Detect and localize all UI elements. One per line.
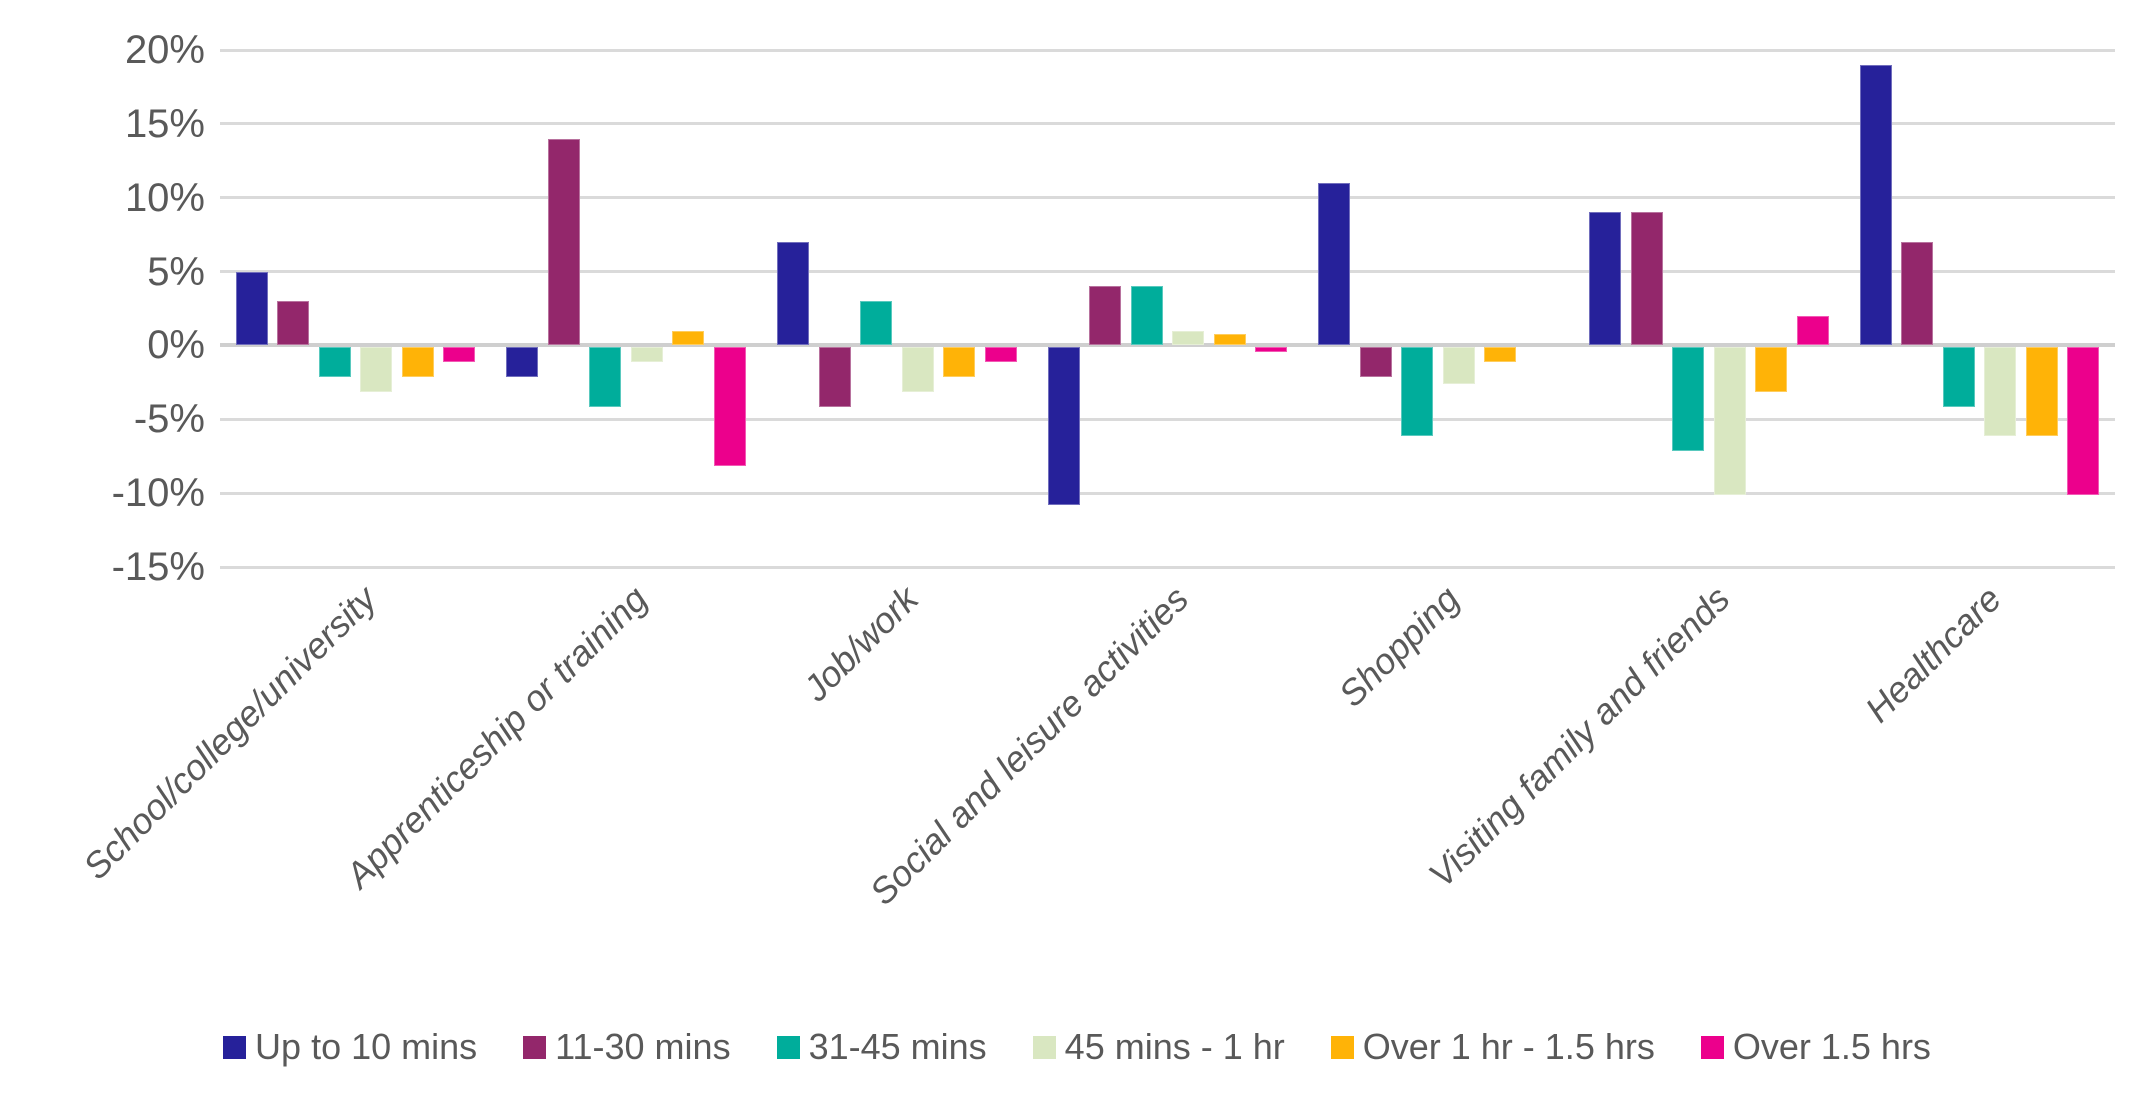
- legend-swatch-icon: [523, 1035, 547, 1059]
- bar-45-mins-1-hr-apprenticeship-or-training: [630, 347, 663, 363]
- y-axis: 20% 15% 10% 5% 0% -5% -10% -15%: [0, 28, 205, 589]
- legend-swatch-icon: [1330, 1035, 1354, 1059]
- y-tick-label: 20%: [124, 28, 205, 72]
- legend-label: Over 1 hr - 1.5 hrs: [1362, 1026, 1655, 1067]
- bar-45-mins-1-hr-job-work: [901, 347, 934, 392]
- gridline: [220, 122, 2115, 126]
- bar-over-1-hr-1-5-hrs-visiting-family-and-friends: [1755, 347, 1788, 392]
- bar-45-mins-1-hr-visiting-family-and-friends: [1713, 347, 1746, 496]
- bar-over-1-hr-1-5-hrs-apprenticeship-or-training: [672, 330, 705, 346]
- legend-item-11-30-mins: 11-30 mins: [523, 1024, 731, 1070]
- bar-11-30-mins-shopping: [1359, 347, 1392, 377]
- bar-up-to-10-mins-social-and-leisure-activities: [1047, 347, 1080, 506]
- legend-item-up-to-10-mins: Up to 10 mins: [223, 1024, 477, 1070]
- plot-area: [220, 48, 2115, 569]
- x-category-label-visiting-family-and-friends: Visiting family and friends: [1420, 578, 1738, 896]
- bar-11-30-mins-social-and-leisure-activities: [1089, 286, 1122, 346]
- bar-31-45-mins-apprenticeship-or-training: [589, 347, 622, 407]
- bar-up-to-10-mins-school-college-university: [235, 271, 268, 346]
- bar-11-30-mins-healthcare: [1901, 242, 1934, 346]
- x-axis-labels: School/college/university Apprenticeship …: [75, 578, 2115, 1008]
- bar-31-45-mins-social-and-leisure-activities: [1130, 286, 1163, 346]
- bar-over-1-hr-1-5-hrs-school-college-university: [401, 347, 434, 377]
- legend-swatch-icon: [223, 1035, 247, 1059]
- bar-over-1-hr-1-5-hrs-shopping: [1484, 347, 1517, 363]
- gridline: [220, 565, 2115, 569]
- bar-45-mins-1-hr-school-college-university: [360, 347, 393, 392]
- legend-swatch-icon: [776, 1035, 800, 1059]
- bar-31-45-mins-shopping: [1401, 347, 1434, 437]
- bar-31-45-mins-school-college-university: [318, 347, 351, 377]
- y-tick-label: 10%: [124, 175, 205, 220]
- bar-up-to-10-mins-visiting-family-and-friends: [1589, 212, 1622, 346]
- y-tick-label: -5%: [133, 397, 205, 442]
- bar-11-30-mins-school-college-university: [277, 301, 310, 346]
- bar-31-45-mins-healthcare: [1942, 347, 1975, 407]
- bar-up-to-10-mins-job-work: [777, 242, 810, 346]
- bar-45-mins-1-hr-healthcare: [1984, 347, 2017, 437]
- bar-up-to-10-mins-shopping: [1318, 182, 1351, 346]
- bar-over-1-5-hrs-healthcare: [2067, 347, 2100, 496]
- bar-31-45-mins-job-work: [860, 301, 893, 346]
- legend: Up to 10 mins 11-30 mins 31-45 mins 45 mins…: [0, 1024, 2154, 1070]
- gridline: [220, 417, 2115, 421]
- gridline: [220, 48, 2115, 52]
- legend-label: Up to 10 mins: [255, 1026, 478, 1067]
- legend-swatch-icon: [1700, 1035, 1724, 1059]
- bar-over-1-5-hrs-school-college-university: [443, 347, 476, 363]
- bar-11-30-mins-apprenticeship-or-training: [547, 138, 580, 346]
- gridline: [220, 270, 2115, 274]
- x-category-label-healthcare: Healthcare: [1856, 578, 2009, 731]
- legend-item-over-1-hr-1-5-hrs: Over 1 hr - 1.5 hrs: [1330, 1024, 1655, 1070]
- bar-11-30-mins-job-work: [818, 347, 851, 407]
- bar-31-45-mins-visiting-family-and-friends: [1672, 347, 1705, 451]
- gridline: [220, 491, 2115, 495]
- legend-label: 45 mins - 1 hr: [1064, 1026, 1285, 1067]
- gridline: [220, 196, 2115, 200]
- y-tick-label: -15%: [111, 545, 205, 589]
- legend-label: 11-30 mins: [555, 1026, 731, 1067]
- bar-11-30-mins-visiting-family-and-friends: [1630, 212, 1663, 346]
- legend-item-45-mins-1-hr: 45 mins - 1 hr: [1032, 1024, 1285, 1070]
- bar-over-1-hr-1-5-hrs-job-work: [943, 347, 976, 377]
- bar-over-1-5-hrs-social-and-leisure-activities: [1255, 347, 1288, 352]
- x-category-label-social-and-leisure-activities: Social and leisure activities: [861, 578, 1197, 913]
- legend-item-over-1-5-hrs: Over 1.5 hrs: [1700, 1024, 1931, 1070]
- y-tick-label: 0%: [147, 323, 205, 368]
- zero-gridline: [220, 343, 2115, 348]
- bar-over-1-5-hrs-visiting-family-and-friends: [1796, 315, 1829, 346]
- bar-up-to-10-mins-healthcare: [1859, 64, 1892, 346]
- y-tick-label: 5%: [147, 249, 205, 294]
- y-tick-label: 15%: [124, 101, 205, 146]
- bar-up-to-10-mins-apprenticeship-or-training: [506, 347, 539, 377]
- bar-over-1-hr-1-5-hrs-social-and-leisure-activities: [1213, 333, 1246, 346]
- x-category-label-apprenticeship-or-training: Apprenticeship or training: [337, 578, 656, 896]
- y-tick-label: -10%: [111, 471, 205, 516]
- x-category-label-job-work: Job/work: [794, 578, 926, 709]
- bar-45-mins-1-hr-shopping: [1442, 347, 1475, 385]
- x-category-label-school-college-university: School/college/university: [75, 578, 385, 888]
- legend-swatch-icon: [1032, 1035, 1056, 1059]
- legend-label: 31-45 mins: [808, 1026, 987, 1067]
- legend-item-31-45-mins: 31-45 mins: [776, 1024, 987, 1070]
- legend-label: Over 1.5 hrs: [1732, 1026, 1931, 1067]
- bar-over-1-hr-1-5-hrs-healthcare: [2025, 347, 2058, 437]
- x-category-label-shopping: Shopping: [1330, 578, 1468, 715]
- bar-45-mins-1-hr-social-and-leisure-activities: [1172, 330, 1205, 346]
- bar-over-1-5-hrs-job-work: [984, 347, 1017, 363]
- bar-over-1-5-hrs-apprenticeship-or-training: [713, 347, 746, 466]
